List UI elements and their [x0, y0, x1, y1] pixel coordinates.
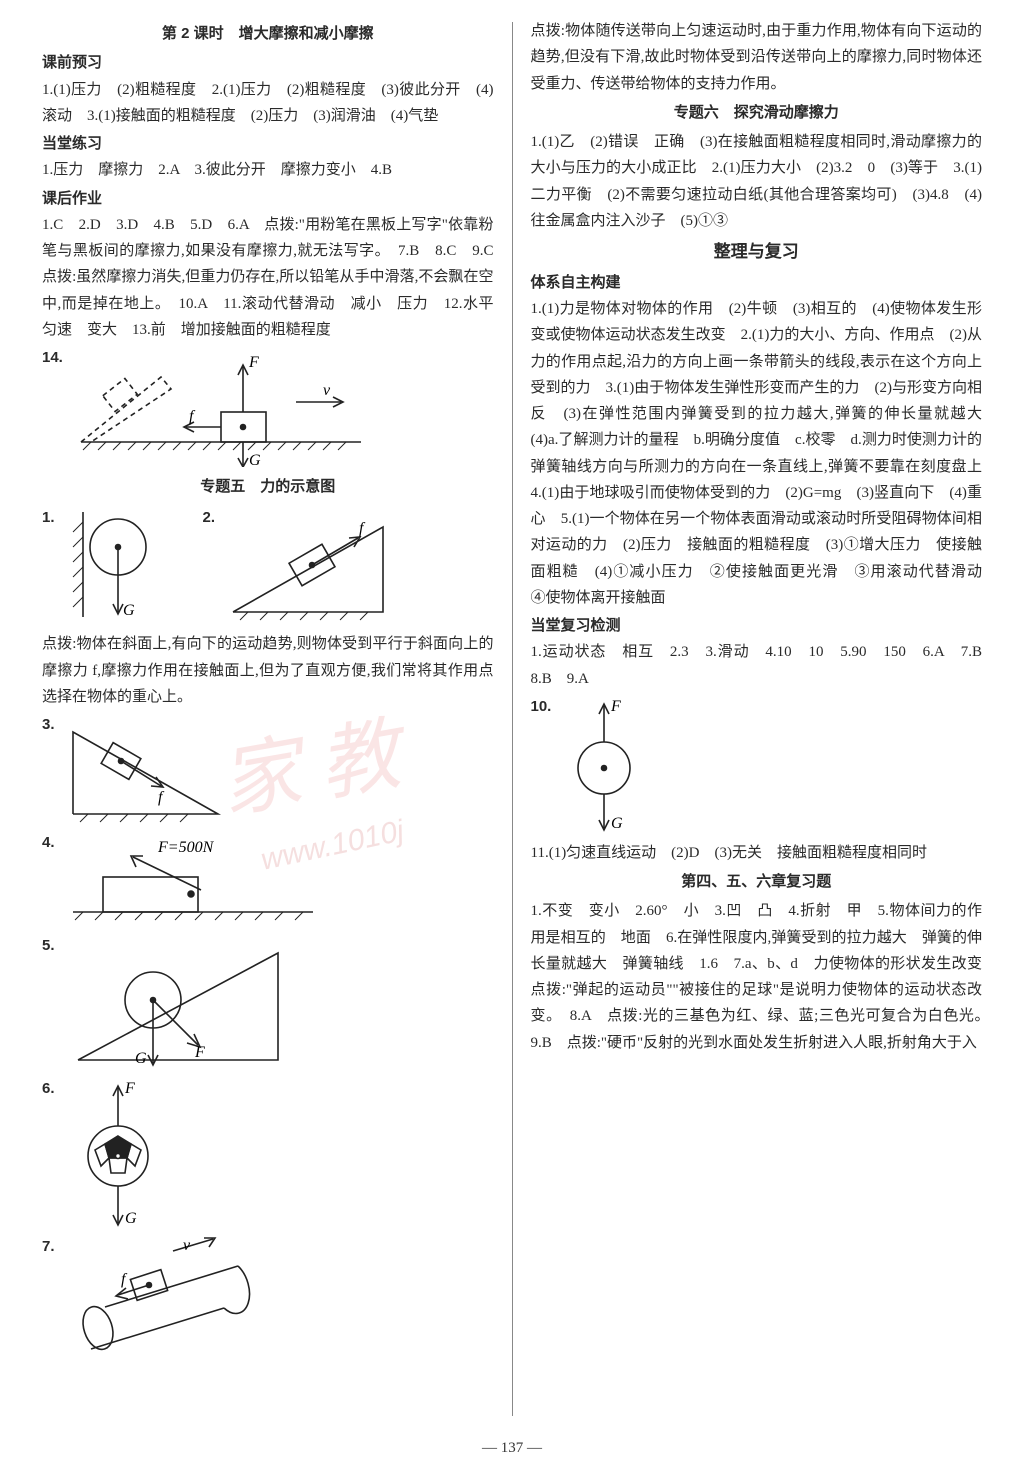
- review-title: 整理与复习: [531, 237, 983, 267]
- svg-text:f: f: [189, 408, 196, 425]
- q4-row: 4. F=500N: [42, 828, 494, 931]
- topic5-title: 专题五 力的示意图: [42, 474, 494, 500]
- topic6-title: 专题六 探究滑动摩擦力: [531, 100, 983, 126]
- sys-body: 1.(1)力是物体对物体的作用 (2)牛顿 (3)相互的 (4)使物体发生形变或…: [531, 296, 983, 611]
- q1-wall-ball-icon: G: [63, 507, 183, 627]
- q6-row: 6. F G: [42, 1074, 494, 1232]
- q6-label: 6.: [42, 1076, 55, 1232]
- q7-conveyor-icon: f v: [63, 1236, 263, 1356]
- svg-text:F: F: [610, 698, 621, 715]
- svg-text:F: F: [248, 354, 259, 371]
- q3-row: 3. f: [42, 710, 494, 828]
- q5-ball-incline-icon: G F: [63, 935, 293, 1070]
- homework-head: 课后作业: [42, 186, 494, 212]
- svg-text:f: f: [359, 520, 366, 537]
- svg-text:F=500N: F=500N: [157, 839, 215, 856]
- svg-text:f: f: [121, 1271, 128, 1288]
- continuation-note: 点拨:物体随传送带向上匀速运动时,由于重力作用,物体有向下运动的趋势,但没有下滑…: [531, 18, 983, 97]
- q2-label: 2.: [203, 505, 216, 631]
- svg-text:v: v: [323, 382, 331, 399]
- svg-text:G: G: [135, 1050, 147, 1067]
- svg-text:F: F: [194, 1044, 205, 1061]
- q6-soccer-ball-icon: F G: [63, 1078, 183, 1228]
- svg-text:F: F: [124, 1080, 135, 1097]
- inclass-head: 当堂练习: [42, 131, 494, 157]
- ch456-title: 第四、五、六章复习题: [531, 869, 983, 895]
- page-number: — 137 —: [0, 1435, 1024, 1461]
- ch456-body: 1.不变 变小 2.60° 小 3.凹 凸 4.折射 甲 5.物体间力的作用是相…: [531, 898, 983, 1056]
- q7-row: 7. f v: [42, 1232, 494, 1360]
- q10-circle-forces-icon: F G: [559, 696, 659, 836]
- q14-label: 14.: [42, 345, 63, 371]
- q10-row: 10. F G: [531, 692, 983, 840]
- left-column: 第 2 课时 增大摩擦和减小摩擦 课前预习 1.(1)压力 (2)粗糙程度 2.…: [28, 18, 512, 1420]
- topic5-row12: 1. G: [42, 503, 494, 631]
- sys-head: 体系自主构建: [531, 270, 983, 296]
- q4-horizontal-force-icon: F=500N: [63, 832, 323, 927]
- q5-row: 5. G F: [42, 931, 494, 1074]
- svg-text:G: G: [123, 602, 135, 619]
- topic5-note: 点拨:物体在斜面上,有向下的运动趋势,则物体受到平行于斜面向上的摩擦力 f,摩擦…: [42, 631, 494, 710]
- lesson-title: 第 2 课时 增大摩擦和减小摩擦: [42, 21, 494, 47]
- check-head: 当堂复习检测: [531, 613, 983, 639]
- preview-head: 课前预习: [42, 50, 494, 76]
- svg-text:v: v: [183, 1237, 191, 1254]
- q5-label: 5.: [42, 933, 55, 1074]
- inclass-body: 1.压力 摩擦力 2.A 3.彼此分开 摩擦力变小 4.B: [42, 157, 494, 183]
- q11-body: 11.(1)匀速直线运动 (2)D (3)无关 接触面粗糙程度相同时: [531, 840, 983, 866]
- right-column: 点拨:物体随传送带向上匀速运动时,由于重力作用,物体有向下运动的趋势,但没有下滑…: [513, 18, 997, 1420]
- q3-label: 3.: [42, 712, 55, 828]
- q1-label: 1.: [42, 505, 55, 631]
- svg-text:G: G: [125, 1210, 137, 1227]
- q3-incline-push-icon: f: [63, 714, 233, 824]
- svg-text:G: G: [249, 452, 261, 467]
- check-body: 1.运动状态 相互 2.3 3.滑动 4.10 10 5.90 150 6.A …: [531, 639, 983, 692]
- q14-force-diagram-icon: F f G v: [71, 347, 371, 467]
- q2-incline-friction-icon: f: [223, 507, 393, 627]
- svg-text:f: f: [158, 789, 165, 806]
- preview-body: 1.(1)压力 (2)粗糙程度 2.(1)压力 (2)粗糙程度 (3)彼此分开 …: [42, 77, 494, 130]
- homework-body: 1.C 2.D 3.D 4.B 5.D 6.A 点拨:"用粉笔在黑板上写字"依靠…: [42, 212, 494, 343]
- q14-row: 14.: [42, 343, 494, 471]
- topic6-body: 1.(1)乙 (2)错误 正确 (3)在接触面粗糙程度相同时,滑动摩擦力的大小与…: [531, 129, 983, 234]
- svg-text:G: G: [611, 815, 623, 832]
- q10-label: 10.: [531, 694, 552, 720]
- q7-label: 7.: [42, 1234, 55, 1360]
- page-container: 第 2 课时 增大摩擦和减小摩擦 课前预习 1.(1)压力 (2)粗糙程度 2.…: [0, 0, 1024, 1430]
- q4-label: 4.: [42, 830, 55, 856]
